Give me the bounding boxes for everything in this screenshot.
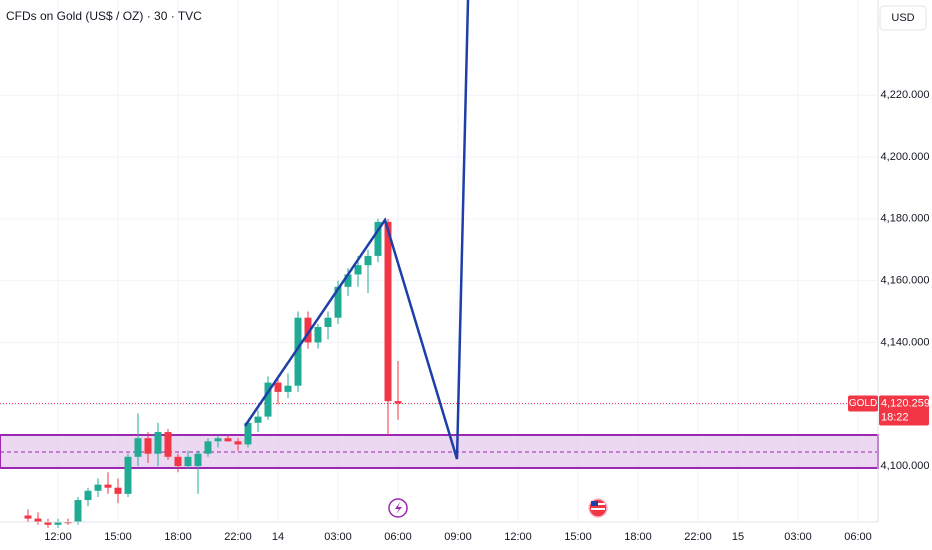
x-tick-label: 15:00 — [564, 531, 592, 543]
candle-body — [374, 221, 382, 256]
candle-body — [74, 500, 82, 522]
candle-body — [34, 518, 42, 522]
candle-body — [284, 385, 292, 392]
candle-body — [234, 441, 242, 445]
candle-body — [314, 326, 322, 343]
x-tick-label: 03:00 — [784, 531, 812, 543]
candle-body — [294, 317, 302, 386]
y-tick-label: 4,180.000 — [881, 213, 930, 225]
x-tick-label: 06:00 — [844, 531, 872, 543]
candle-body — [134, 438, 142, 457]
candle-body — [334, 286, 342, 318]
countdown-label: 18:22 — [881, 411, 909, 423]
currency-label[interactable]: USD — [891, 12, 914, 24]
candle-body — [84, 490, 92, 501]
candle-body — [114, 487, 122, 494]
x-tick-label: 14 — [272, 531, 284, 543]
candle-body — [104, 484, 112, 488]
currency-button[interactable] — [879, 5, 927, 31]
y-tick-label: 4,200.000 — [881, 151, 930, 163]
y-tick-label: 4,160.000 — [881, 275, 930, 287]
candle-body — [264, 382, 272, 417]
candle-body — [54, 521, 62, 525]
x-tick-label: 22:00 — [684, 531, 712, 543]
candle-body — [164, 432, 172, 457]
symbol-tag — [848, 395, 878, 412]
candle-body — [354, 265, 362, 275]
x-tick-label: 18:00 — [164, 531, 192, 543]
candle-body — [274, 382, 282, 392]
event-icon — [388, 498, 408, 518]
candle-body — [124, 456, 132, 494]
candle-body — [344, 274, 352, 287]
candle-layer — [24, 218, 402, 528]
drawn-path — [243, 0, 470, 460]
candle-body — [324, 317, 332, 327]
y-tick-label: 4,100.000 — [881, 460, 930, 472]
candle-body — [254, 416, 262, 423]
candle-body — [394, 401, 402, 404]
x-tick-label: 15:00 — [104, 531, 132, 543]
candle-body — [154, 432, 162, 454]
candle-body — [204, 441, 212, 454]
candle-body — [44, 521, 52, 525]
y-tick-label: 4,220.000 — [881, 89, 930, 101]
chart-title: CFDs on Gold (US$ / OZ) · 30 · TVC — [6, 9, 202, 23]
x-tick-label: 15 — [732, 531, 744, 543]
candle-body — [194, 453, 202, 467]
candle-body — [184, 456, 192, 467]
x-tick-label: 03:00 — [324, 531, 352, 543]
x-tick-label: 06:00 — [384, 531, 412, 543]
candle-body — [224, 438, 232, 442]
candle-body — [214, 438, 222, 442]
x-tick-label: 12:00 — [504, 531, 532, 543]
candle-body — [144, 438, 152, 454]
x-tick-label: 18:00 — [624, 531, 652, 543]
candle-body — [364, 255, 372, 266]
candle-body — [174, 456, 182, 467]
candle-body — [304, 317, 312, 343]
candle-body — [94, 484, 102, 491]
flag-icon — [588, 498, 608, 518]
price-label: 4,120.259 — [881, 397, 930, 409]
symbol-label: GOLD — [849, 398, 877, 409]
x-tick-label: 09:00 — [444, 531, 472, 543]
x-tick-label: 22:00 — [224, 531, 252, 543]
price-tag — [879, 395, 929, 426]
candle-body — [384, 221, 392, 402]
y-tick-label: 4,140.000 — [881, 336, 930, 348]
candle-body — [24, 515, 32, 519]
candle-body — [244, 422, 252, 445]
axis-layer: 4,100.0004,120.0004,140.0004,160.0004,18… — [44, 89, 930, 543]
zone-rectangle — [0, 434, 879, 469]
x-tick-label: 12:00 — [44, 531, 72, 543]
